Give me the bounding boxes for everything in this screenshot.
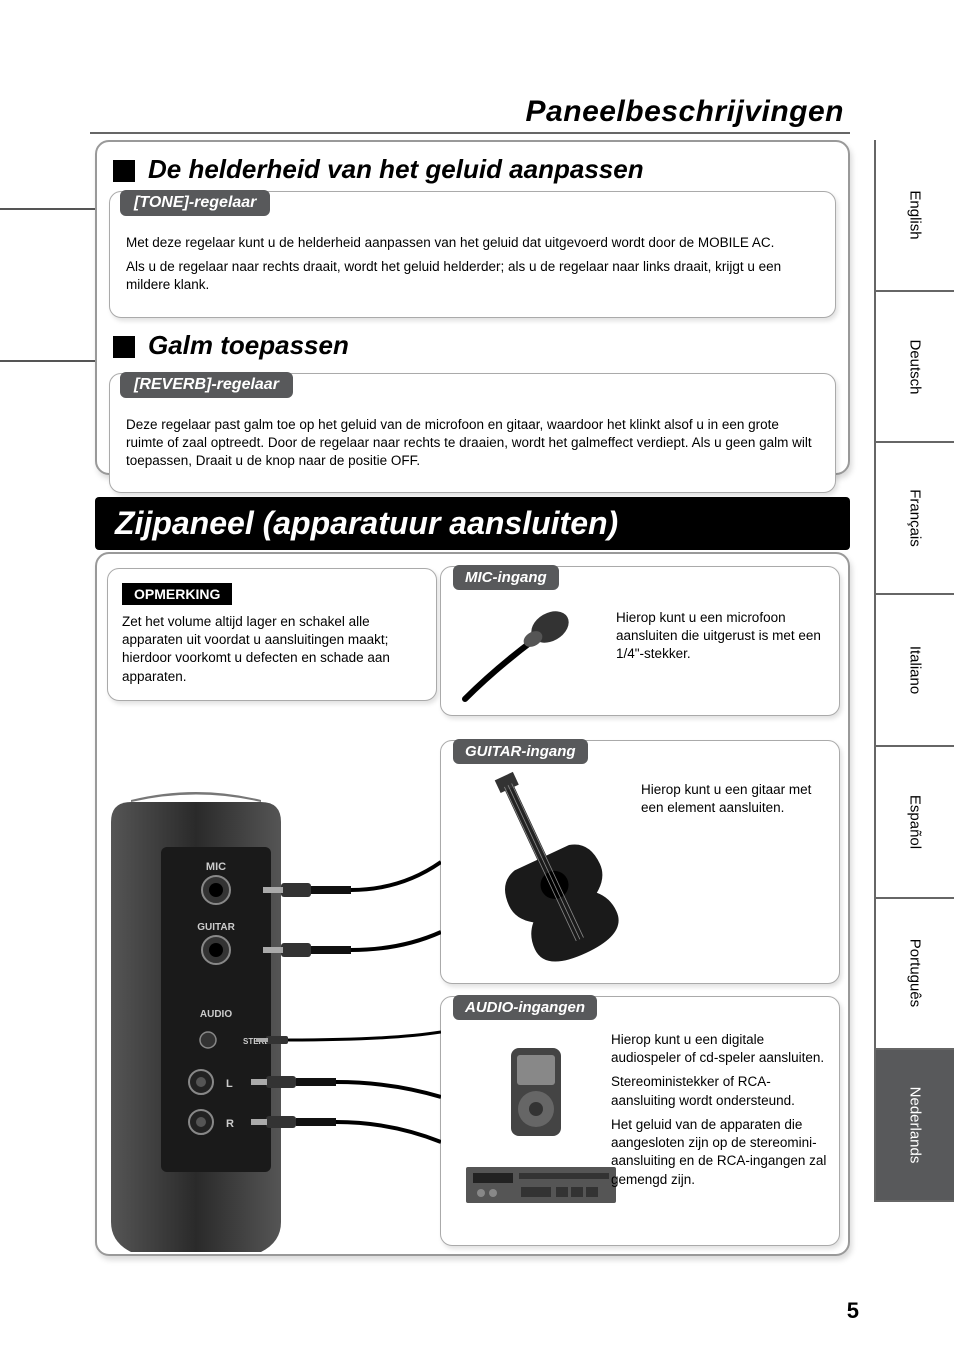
lang-it-label: Italiano: [907, 646, 924, 694]
lang-nl-label: Nederlands: [907, 1087, 924, 1164]
svg-text:L: L: [226, 1078, 233, 1090]
page-title: Paneelbeschrijvingen: [526, 95, 844, 129]
lang-de-label: Deutsch: [907, 339, 924, 394]
audio-p2: Stereoministekker of RCA-aansluiting wor…: [611, 1073, 833, 1109]
guitar-panel-title: GUITAR-ingang: [453, 739, 588, 764]
controls-outer-box: De helderheid van het geluid aanpassen […: [95, 140, 850, 475]
reverb-box-title: [REVERB]-regelaar: [120, 372, 293, 398]
left-line-tone: [0, 208, 95, 210]
audio-panel-text: Hierop kunt u een digitale audiospeler o…: [611, 1031, 833, 1189]
note-badge: OPMERKING: [122, 583, 232, 605]
lang-pt[interactable]: Português: [876, 897, 954, 1049]
lang-en[interactable]: English: [876, 140, 954, 290]
lang-en-label: English: [907, 190, 924, 239]
mic-panel-text: Hierop kunt u een microfoon aansluiten d…: [616, 609, 826, 664]
lang-es[interactable]: Español: [876, 745, 954, 897]
audio-panel: AUDIO-ingangen Hierop kunt u een digital…: [440, 996, 840, 1246]
tone-p1: Met deze regelaar kunt u de helderheid a…: [126, 234, 819, 252]
svg-text:GUITAR: GUITAR: [197, 922, 235, 933]
svg-text:R: R: [226, 1118, 234, 1130]
heading-tone: De helderheid van het geluid aanpassen: [113, 154, 832, 185]
reverb-text: Deze regelaar past galm toe op het gelui…: [126, 416, 819, 471]
mp3-player-icon: [501, 1043, 581, 1143]
language-tabs: English Deutsch Français Italiano Españo…: [874, 140, 954, 1200]
side-panel-bar: Zijpaneel (apparatuur aansluiten): [95, 497, 850, 550]
audio-p1: Hierop kunt u een digitale audiospeler o…: [611, 1031, 833, 1067]
lang-fr-label: Français: [907, 490, 924, 548]
svg-text:MIC: MIC: [206, 861, 226, 873]
guitar-panel: GUITAR-ingang Hierop kunt u een gitaar m…: [440, 740, 840, 984]
mic-panel-title: MIC-ingang: [453, 565, 559, 590]
mic-panel: MIC-ingang Hierop kunt u een microfoon a…: [440, 566, 840, 716]
lang-es-label: Español: [907, 795, 924, 849]
speaker-unit-icon: MIC GUITAR AUDIO STEREO L R: [91, 742, 441, 1262]
left-line-reverb: [0, 360, 95, 362]
tone-box: [TONE]-regelaar Met deze regelaar kunt u…: [109, 191, 836, 318]
lang-bottom-border: [874, 1200, 954, 1202]
lang-pt-label: Português: [907, 939, 924, 1007]
lang-fr[interactable]: Français: [876, 441, 954, 593]
side-outer-box: OPMERKING Zet het volume altijd lager en…: [95, 552, 850, 1256]
reverb-box: [REVERB]-regelaar Deze regelaar past gal…: [109, 373, 836, 494]
lang-it[interactable]: Italiano: [876, 593, 954, 745]
lang-nl[interactable]: Nederlands: [876, 1048, 954, 1200]
svg-text:AUDIO: AUDIO: [200, 1009, 232, 1020]
microphone-icon: [455, 599, 595, 709]
lang-de[interactable]: Deutsch: [876, 290, 954, 442]
guitar-panel-text: Hierop kunt u een gitaar met een element…: [641, 781, 831, 817]
note-box: OPMERKING Zet het volume altijd lager en…: [107, 568, 437, 701]
title-underline: [90, 132, 850, 134]
tone-text: Met deze regelaar kunt u de helderheid a…: [126, 234, 819, 295]
reverb-p1: Deze regelaar past galm toe op het gelui…: [126, 416, 819, 471]
cd-player-icon: [461, 1159, 631, 1209]
tone-box-title: [TONE]-regelaar: [120, 190, 270, 216]
guitar-icon: [447, 771, 627, 971]
tone-p2: Als u de regelaar naar rechts draait, wo…: [126, 258, 819, 294]
audio-panel-title: AUDIO-ingangen: [453, 995, 597, 1020]
page-number: 5: [847, 1298, 859, 1324]
audio-p3: Het geluid van de apparaten die aangeslo…: [611, 1116, 833, 1189]
heading-reverb: Galm toepassen: [113, 330, 832, 361]
note-text: Zet het volume altijd lager en schakel a…: [122, 613, 422, 686]
